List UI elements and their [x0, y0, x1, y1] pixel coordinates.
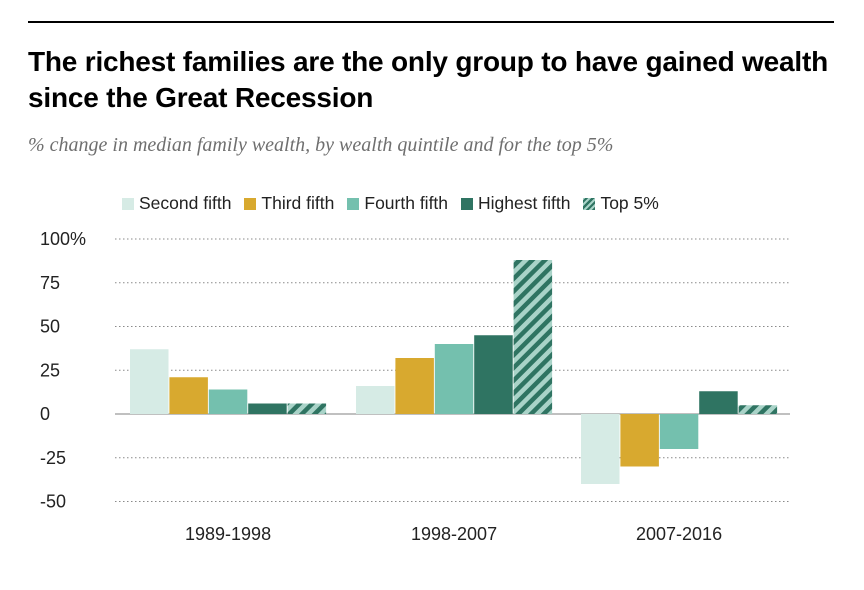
bar-highest-fifth-2007-2016	[699, 391, 738, 414]
y-tick-label: -25	[40, 448, 66, 468]
legend-swatch	[461, 197, 474, 210]
y-tick-label: 25	[40, 360, 60, 380]
bar-fourth-fifth-1989-1998	[208, 389, 248, 414]
bar-fourth-fifth-1998-2007	[434, 344, 474, 414]
legend-swatch	[244, 197, 257, 210]
chart-title: The richest families are the only group …	[28, 46, 828, 113]
bar-third-fifth-2007-2016	[620, 414, 659, 467]
legend-swatch-hatched	[583, 197, 596, 210]
bar-top-5-1998-2007	[513, 260, 553, 414]
legend-swatch	[122, 197, 134, 210]
legend: Second fifth Third fifth Fourth fifth Hi…	[122, 193, 672, 214]
y-tick-label: 50	[40, 317, 60, 337]
legend-label: Fourth fifth	[364, 193, 449, 213]
top-rule	[28, 21, 834, 23]
y-tick-label: 100%	[40, 229, 86, 249]
y-tick-label: -50	[40, 492, 66, 512]
legend-item-highest-fifth: Highest fifth	[461, 193, 570, 214]
legend-label: Third fifth	[261, 193, 335, 213]
y-tick-label: 0	[40, 404, 50, 424]
y-axis-labels: 100% 75 50 25 0 -25 -50	[40, 229, 86, 512]
bar-second-fifth-1998-2007	[356, 386, 395, 414]
legend-item-second-fifth: Second fifth	[122, 193, 231, 214]
bar-fourth-fifth-2007-2016	[659, 414, 699, 449]
bar-highest-fifth-1989-1998	[248, 403, 287, 414]
x-tick-label: 2007-2016	[636, 524, 722, 544]
y-tick-label: 75	[40, 273, 60, 293]
x-tick-label: 1998-2007	[411, 524, 497, 544]
bar-highest-fifth-1998-2007	[474, 335, 513, 414]
bar-third-fifth-1989-1998	[169, 377, 208, 414]
legend-label: Highest fifth	[478, 193, 571, 213]
bar-second-fifth-1989-1998	[130, 349, 169, 414]
legend-item-third-fifth: Third fifth	[244, 193, 334, 214]
legend-swatch	[347, 197, 360, 210]
bar-top-5-1989-1998	[287, 403, 327, 414]
bar-third-fifth-1998-2007	[395, 358, 434, 414]
bars	[130, 260, 778, 484]
bar-second-fifth-2007-2016	[581, 414, 620, 484]
chart-subtitle: % change in median family wealth, by wea…	[28, 134, 614, 156]
x-axis-labels: 1989-1998 1998-2007 2007-2016	[185, 524, 722, 544]
legend-item-fourth-fifth: Fourth fifth	[347, 193, 448, 214]
legend-item-top-5: Top 5%	[583, 193, 659, 214]
legend-label: Second fifth	[139, 193, 232, 213]
bar-top-5-2007-2016	[738, 405, 778, 414]
legend-label: Top 5%	[600, 193, 659, 213]
x-tick-label: 1989-1998	[185, 524, 271, 544]
